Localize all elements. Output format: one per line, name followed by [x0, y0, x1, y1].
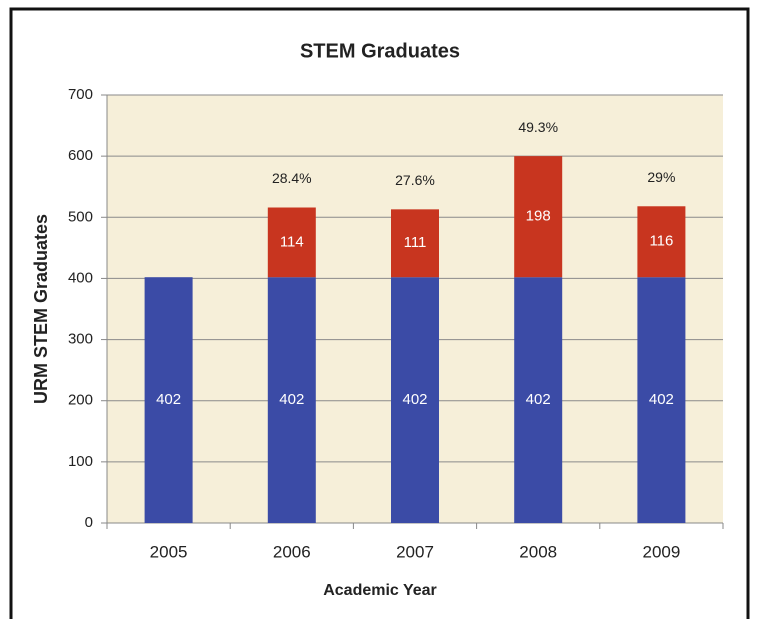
x-axis-label: Academic Year	[323, 582, 437, 599]
bar-segment	[267, 207, 316, 278]
bar-segment	[637, 277, 686, 523]
data-label: 114	[280, 233, 304, 250]
x-tick-label: 2005	[150, 542, 188, 561]
y-axis-label: URM STEM Graduates	[31, 214, 51, 404]
x-tick-label: 2006	[273, 542, 311, 561]
annotation: 29%	[647, 169, 675, 185]
bar-segment	[637, 206, 686, 278]
x-tick-label: 2009	[642, 542, 680, 561]
y-tick-label: 500	[68, 208, 93, 225]
bar-segment	[267, 277, 316, 523]
bar-segment	[391, 277, 439, 523]
x-tick-label: 2008	[519, 542, 557, 561]
y-tick-label: 200	[68, 392, 93, 409]
bar-segment	[514, 156, 563, 278]
bar-segment	[391, 209, 439, 278]
y-tick-label: 600	[68, 147, 93, 164]
data-label: 402	[526, 391, 551, 408]
chart-title: STEM Graduates	[300, 40, 460, 62]
data-label: 402	[156, 391, 181, 408]
data-label: 402	[649, 391, 674, 408]
bar-segment	[144, 277, 193, 523]
annotation: 49.3%	[518, 119, 558, 135]
annotation: 27.6%	[395, 172, 435, 188]
data-label: 111	[404, 234, 427, 251]
bar-segment	[514, 277, 563, 523]
annotation: 28.4%	[272, 170, 312, 186]
data-label: 116	[649, 233, 673, 250]
y-tick-label: 400	[68, 269, 93, 286]
y-tick-label: 0	[85, 514, 93, 531]
data-label: 402	[279, 391, 304, 408]
data-label: 402	[402, 391, 427, 408]
x-tick-label: 2007	[396, 542, 434, 561]
y-tick-label: 300	[68, 331, 93, 348]
data-label: 198	[526, 208, 551, 225]
y-tick-label: 700	[68, 86, 93, 103]
y-tick-label: 100	[68, 453, 93, 470]
